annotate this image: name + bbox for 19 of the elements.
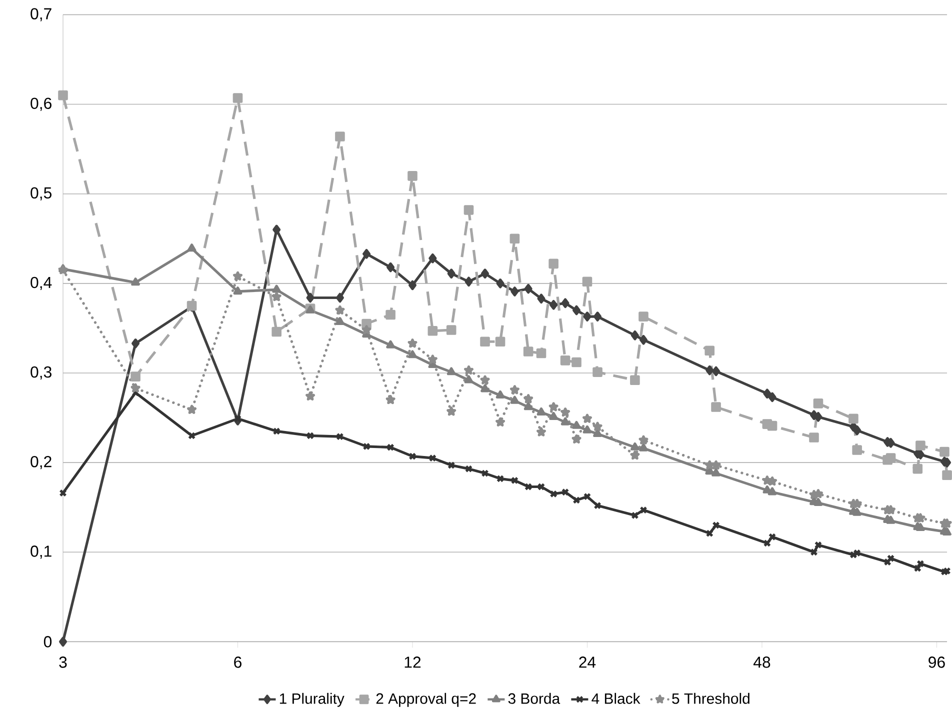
x-tick-label: 24 (579, 656, 596, 668)
y-tick-label: 0,1 (30, 546, 52, 559)
legend-label: 5 Threshold (672, 692, 750, 704)
legend-label: 3 Borda (508, 692, 560, 704)
x-tick-label: 12 (404, 656, 421, 668)
legend-label: 2 Approval q=2 (376, 692, 476, 707)
y-tick-label: 0 (44, 636, 52, 648)
x-tick-label: 6 (234, 656, 242, 668)
y-tick-label: 0,4 (30, 276, 52, 290)
y-tick-label: 0,3 (30, 366, 52, 380)
x-tick-label: 3 (59, 656, 67, 668)
legend-label: 1 Plurality (280, 692, 344, 707)
x-tick-label: 48 (753, 656, 770, 668)
y-tick-label: 0,7 (30, 8, 52, 22)
legend-label: 4 Black (592, 692, 640, 704)
y-tick-label: 0,6 (30, 98, 52, 111)
y-tick-label: 0,5 (30, 187, 52, 200)
x-tick-label: 96 (928, 656, 945, 668)
y-tick-label: 0,2 (30, 456, 52, 470)
